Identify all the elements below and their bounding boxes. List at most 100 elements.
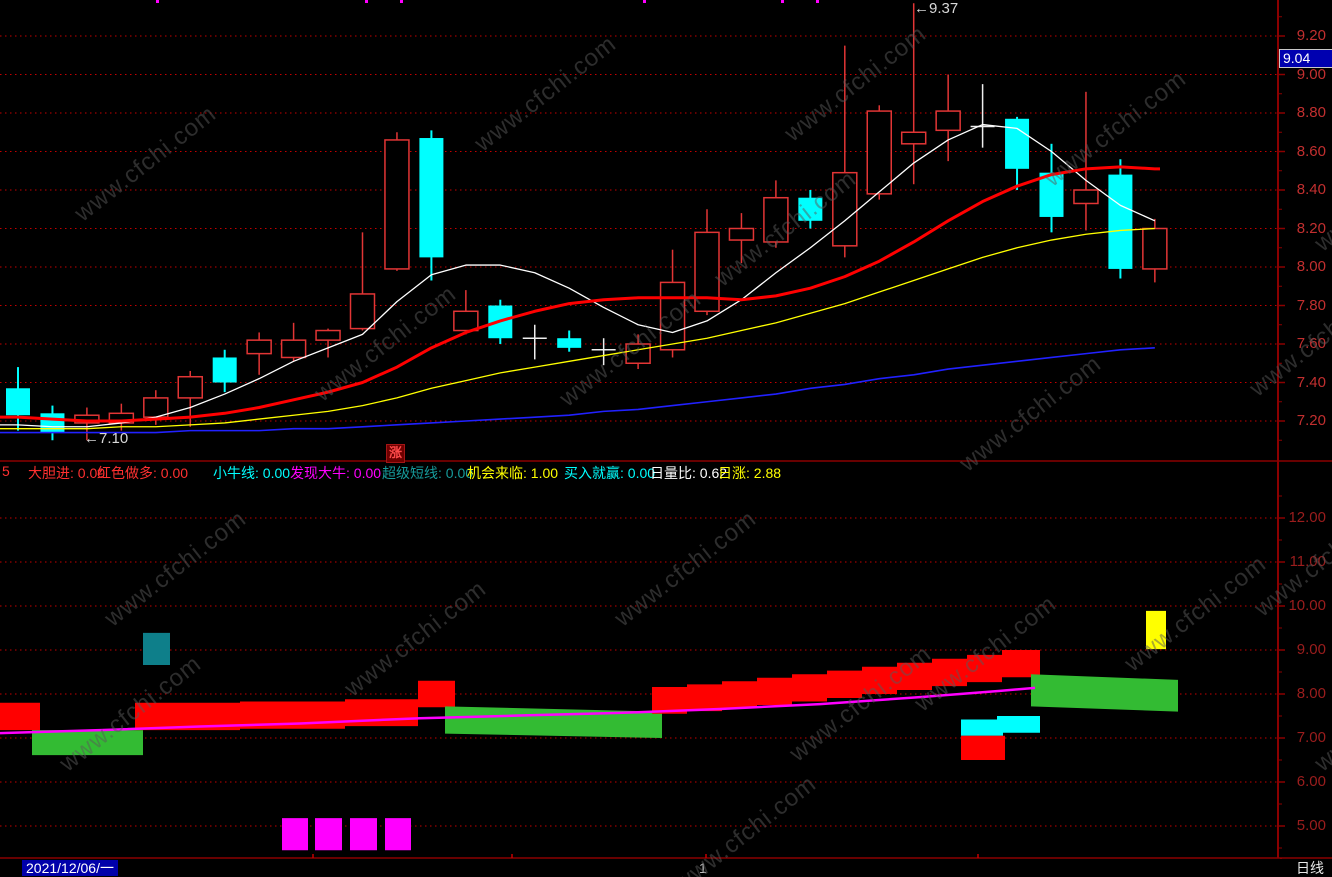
- magenta-marker-dot: [365, 0, 368, 3]
- last-price-badge: 9.04: [1279, 49, 1332, 68]
- candle-up: [935, 110, 961, 132]
- price-axis-label: 7.80: [1296, 296, 1326, 314]
- zhang-stamp: 涨: [386, 444, 405, 463]
- teal-signal-band: [143, 632, 170, 665]
- red-signal-band: [967, 654, 1002, 683]
- yellow-signal-band: [1146, 610, 1166, 650]
- candle-up: [900, 131, 927, 145]
- indicator-axis-label: 6.00: [1296, 773, 1326, 790]
- indicator-readout: 发现大牛: 0.00: [290, 465, 382, 481]
- indicator-readout: 大胆进: 0.00: [28, 465, 106, 481]
- candle-down: [798, 197, 823, 221]
- price-axis-label: 8.40: [1296, 181, 1326, 198]
- candle-down: [1039, 172, 1064, 217]
- red-signal-band: [932, 658, 967, 687]
- month-tick-label: 1: [699, 860, 707, 876]
- indicator-axis-label: 7.00: [1296, 729, 1326, 746]
- magenta-signal-band: [350, 818, 377, 851]
- low-price-annotation: ←7.10: [84, 430, 129, 447]
- red-signal-band: [135, 702, 240, 731]
- red-signal-band: [418, 680, 455, 708]
- indicator-axis-label: 12.00: [1288, 509, 1326, 526]
- ma-blue-line: [0, 347, 1155, 434]
- ma-yellow-line: [0, 227, 1155, 430]
- candle-up: [832, 171, 858, 247]
- indicator-readout: 日涨: 2.88: [718, 465, 782, 481]
- green-signal-band: [445, 706, 662, 738]
- candle-up: [177, 375, 203, 399]
- red-signal-band: [0, 702, 40, 731]
- indicator-axis-label: 9.00: [1296, 641, 1326, 658]
- candle-up: [659, 281, 686, 351]
- status-bar: 2021/12/06/一 1 日线: [0, 859, 1332, 877]
- red-signal-band: [792, 674, 827, 702]
- indicator-axis-label: 8.00: [1296, 685, 1326, 702]
- candle-up: [625, 343, 651, 364]
- candle-down: [40, 413, 65, 433]
- magenta-signal-band: [385, 818, 411, 851]
- ma-red-line: [0, 165, 1160, 423]
- candle-up: [1142, 227, 1168, 270]
- candle-up: [349, 293, 376, 330]
- magenta-trend-line: [0, 686, 1036, 735]
- candle-up: [728, 227, 755, 241]
- magenta-marker-dot: [643, 0, 646, 3]
- price-axis-label: 8.00: [1296, 258, 1326, 275]
- candle-down: [557, 338, 582, 348]
- red-signal-band: [652, 686, 687, 714]
- indicator-readout: 超级短线: 0.00: [382, 465, 474, 481]
- candle-down: [6, 388, 30, 416]
- candle-up: [280, 339, 307, 359]
- candle-down: [212, 357, 237, 383]
- magenta-marker-dot: [156, 0, 159, 3]
- cyan-signal-band: [997, 716, 1040, 733]
- candle-up: [1073, 189, 1099, 205]
- price-axis-label: 8.80: [1296, 104, 1326, 121]
- green-signal-band: [32, 730, 143, 756]
- magenta-marker-dot: [816, 0, 819, 3]
- red-signal-band: [722, 681, 757, 709]
- candle-up: [866, 110, 892, 195]
- indicator-row: 5 大胆进: 0.00 红色做多: 0.00 小牛线: 0.00 发现大牛: 0.00 超…: [0, 462, 1332, 482]
- candle-up: [246, 339, 272, 355]
- cyan-signal-band: [961, 719, 1003, 736]
- indicator-readout: 机会来临: 1.00: [467, 465, 559, 481]
- price-axis-label: 8.60: [1296, 142, 1326, 160]
- indicator-readout: 5: [2, 463, 10, 479]
- indicator-readout: 小牛线: 0.00: [213, 465, 291, 481]
- red-signal-band: [827, 670, 862, 698]
- green-signal-band: [1031, 674, 1178, 712]
- indicator-readout: 红色做多: 0.00: [97, 465, 189, 481]
- price-axis-label: 7.60: [1296, 335, 1326, 352]
- red-signal-band: [961, 735, 1005, 760]
- price-axis-label: 9.00: [1296, 65, 1326, 83]
- candle-up: [763, 196, 789, 243]
- candle-down: [1005, 118, 1030, 169]
- candle-down: [1108, 174, 1133, 269]
- magenta-marker-dot: [781, 0, 784, 3]
- red-signal-band: [897, 662, 932, 691]
- candle-up: [384, 139, 410, 270]
- candle-up: [315, 329, 341, 341]
- magenta-marker-dot: [400, 0, 403, 3]
- red-signal-band: [687, 684, 722, 712]
- period-selector[interactable]: 日线: [1296, 860, 1324, 876]
- ma-white-line: [0, 123, 1156, 428]
- magenta-signal-band: [282, 818, 308, 851]
- candle-up: [453, 310, 479, 332]
- indicator-readout: 买入就赢: 0.00: [564, 465, 656, 481]
- price-axis-label: 7.40: [1296, 373, 1326, 391]
- indicator-axis-label: 11.00: [1289, 553, 1326, 570]
- price-axis-label: 8.20: [1296, 219, 1326, 237]
- indicator-axis-label: 10.00: [1288, 597, 1326, 614]
- indicator-axis-label: 5.00: [1296, 817, 1326, 834]
- red-signal-band: [1002, 650, 1040, 678]
- red-signal-band: [757, 677, 792, 705]
- price-axis-label: 7.20: [1296, 412, 1326, 429]
- date-label: 2021/12/06/一: [22, 860, 118, 876]
- candle-down: [419, 138, 444, 258]
- price-axis-label: 9.20: [1296, 27, 1326, 44]
- indicator-readout: 日量比: 0.62: [650, 465, 728, 481]
